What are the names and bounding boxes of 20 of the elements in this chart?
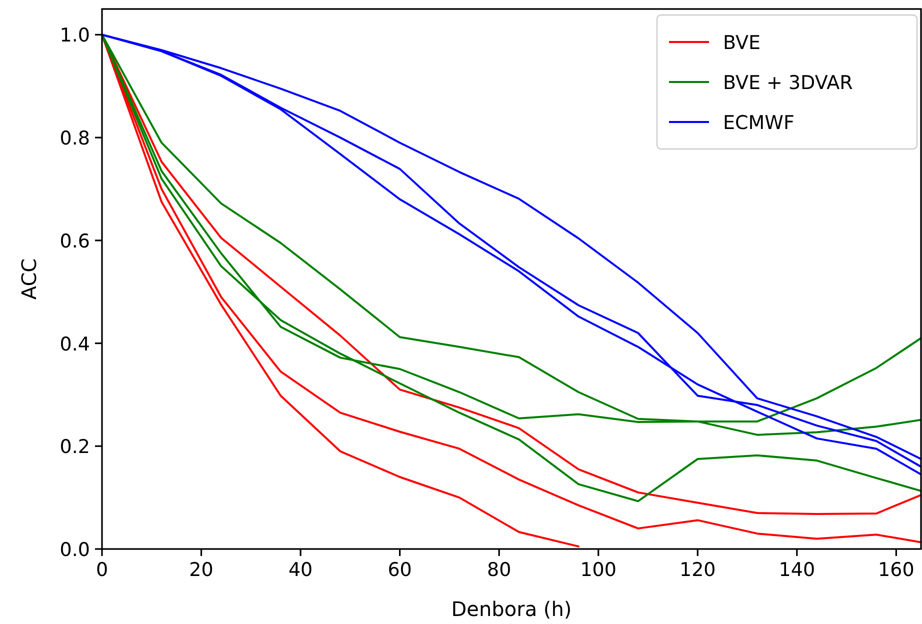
- legend-label: ECMWF: [723, 112, 794, 134]
- x-tick-label: 100: [580, 559, 616, 581]
- x-tick-label: 80: [486, 559, 512, 581]
- y-tick-label: 0.8: [60, 128, 90, 150]
- y-axis-title: ACC: [17, 258, 41, 300]
- x-tick-label: 120: [680, 559, 716, 581]
- y-tick-label: 0.0: [60, 539, 90, 561]
- y-tick-label: 0.2: [60, 436, 90, 458]
- x-tick-label: 140: [778, 559, 816, 581]
- x-tick-label: 60: [388, 559, 412, 581]
- y-tick-label: 0.4: [60, 333, 90, 356]
- x-tick-label: 40: [288, 559, 313, 581]
- y-tick-label: 0.6: [60, 230, 90, 252]
- x-axis-title: Denbora (h): [451, 597, 572, 621]
- x-tick-label: 0: [96, 559, 108, 581]
- legend-label: BVE: [723, 32, 760, 54]
- legend-label: BVE + 3DVAR: [723, 72, 853, 94]
- y-tick-label: 1.0: [60, 24, 90, 47]
- x-tick-label: 160: [878, 559, 914, 581]
- x-tick-label: 20: [189, 559, 214, 581]
